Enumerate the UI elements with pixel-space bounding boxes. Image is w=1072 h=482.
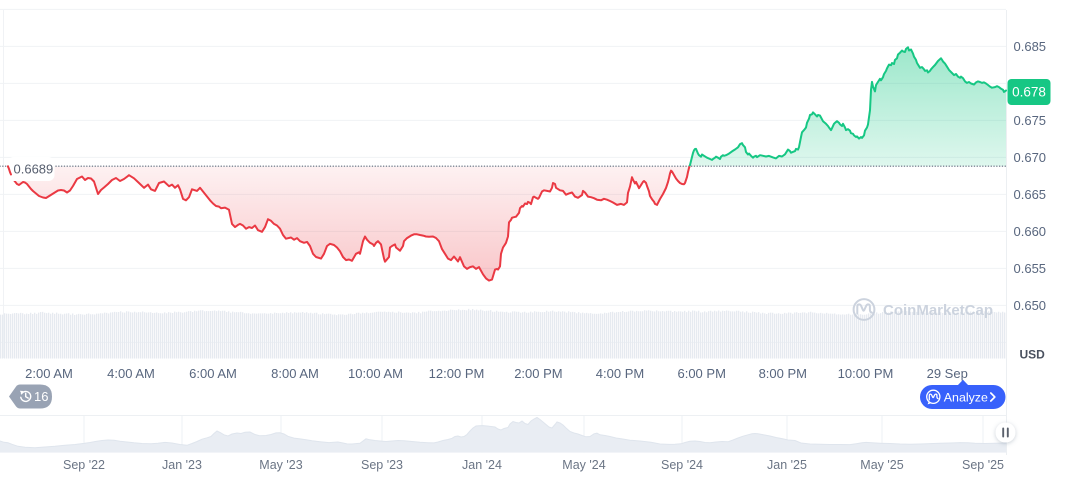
svg-text:0.665: 0.665 <box>1014 187 1047 202</box>
svg-text:8:00 PM: 8:00 PM <box>759 366 807 381</box>
svg-text:12:00 PM: 12:00 PM <box>429 366 485 381</box>
svg-text:4:00 AM: 4:00 AM <box>107 366 155 381</box>
svg-text:0.650: 0.650 <box>1014 298 1047 313</box>
svg-text:0.685: 0.685 <box>1014 39 1047 54</box>
svg-text:2:00 PM: 2:00 PM <box>514 366 562 381</box>
svg-text:6:00 PM: 6:00 PM <box>677 366 725 381</box>
svg-text:Sep '24: Sep '24 <box>661 458 703 472</box>
svg-text:10:00 PM: 10:00 PM <box>838 366 894 381</box>
svg-text:May '23: May '23 <box>259 458 302 472</box>
svg-text:0.675: 0.675 <box>1014 113 1047 128</box>
svg-text:16: 16 <box>34 389 48 404</box>
svg-text:4:00 PM: 4:00 PM <box>596 366 644 381</box>
svg-text:Jan '23: Jan '23 <box>162 458 202 472</box>
svg-text:2:00 AM: 2:00 AM <box>25 366 73 381</box>
svg-text:Jan '24: Jan '24 <box>462 458 502 472</box>
svg-text:Sep '23: Sep '23 <box>361 458 403 472</box>
svg-text:0.670: 0.670 <box>1014 150 1047 165</box>
svg-text:10:00 AM: 10:00 AM <box>348 366 403 381</box>
svg-text:CoinMarketCap: CoinMarketCap <box>883 302 993 319</box>
svg-text:0.678: 0.678 <box>1012 85 1046 100</box>
svg-text:Sep '22: Sep '22 <box>63 458 105 472</box>
svg-text:0.6689: 0.6689 <box>14 161 54 176</box>
svg-text:0.655: 0.655 <box>1014 261 1047 276</box>
svg-text:Jan '25: Jan '25 <box>767 458 807 472</box>
svg-text:Sep '25: Sep '25 <box>962 458 1004 472</box>
svg-text:May '24: May '24 <box>562 458 605 472</box>
svg-text:6:00 AM: 6:00 AM <box>189 366 237 381</box>
svg-text:8:00 AM: 8:00 AM <box>271 366 319 381</box>
svg-text:USD: USD <box>1020 347 1046 361</box>
svg-text:Analyze: Analyze <box>944 390 988 404</box>
svg-text:May '25: May '25 <box>860 458 903 472</box>
svg-text:29 Sep: 29 Sep <box>927 366 968 381</box>
svg-text:0.660: 0.660 <box>1014 224 1047 239</box>
